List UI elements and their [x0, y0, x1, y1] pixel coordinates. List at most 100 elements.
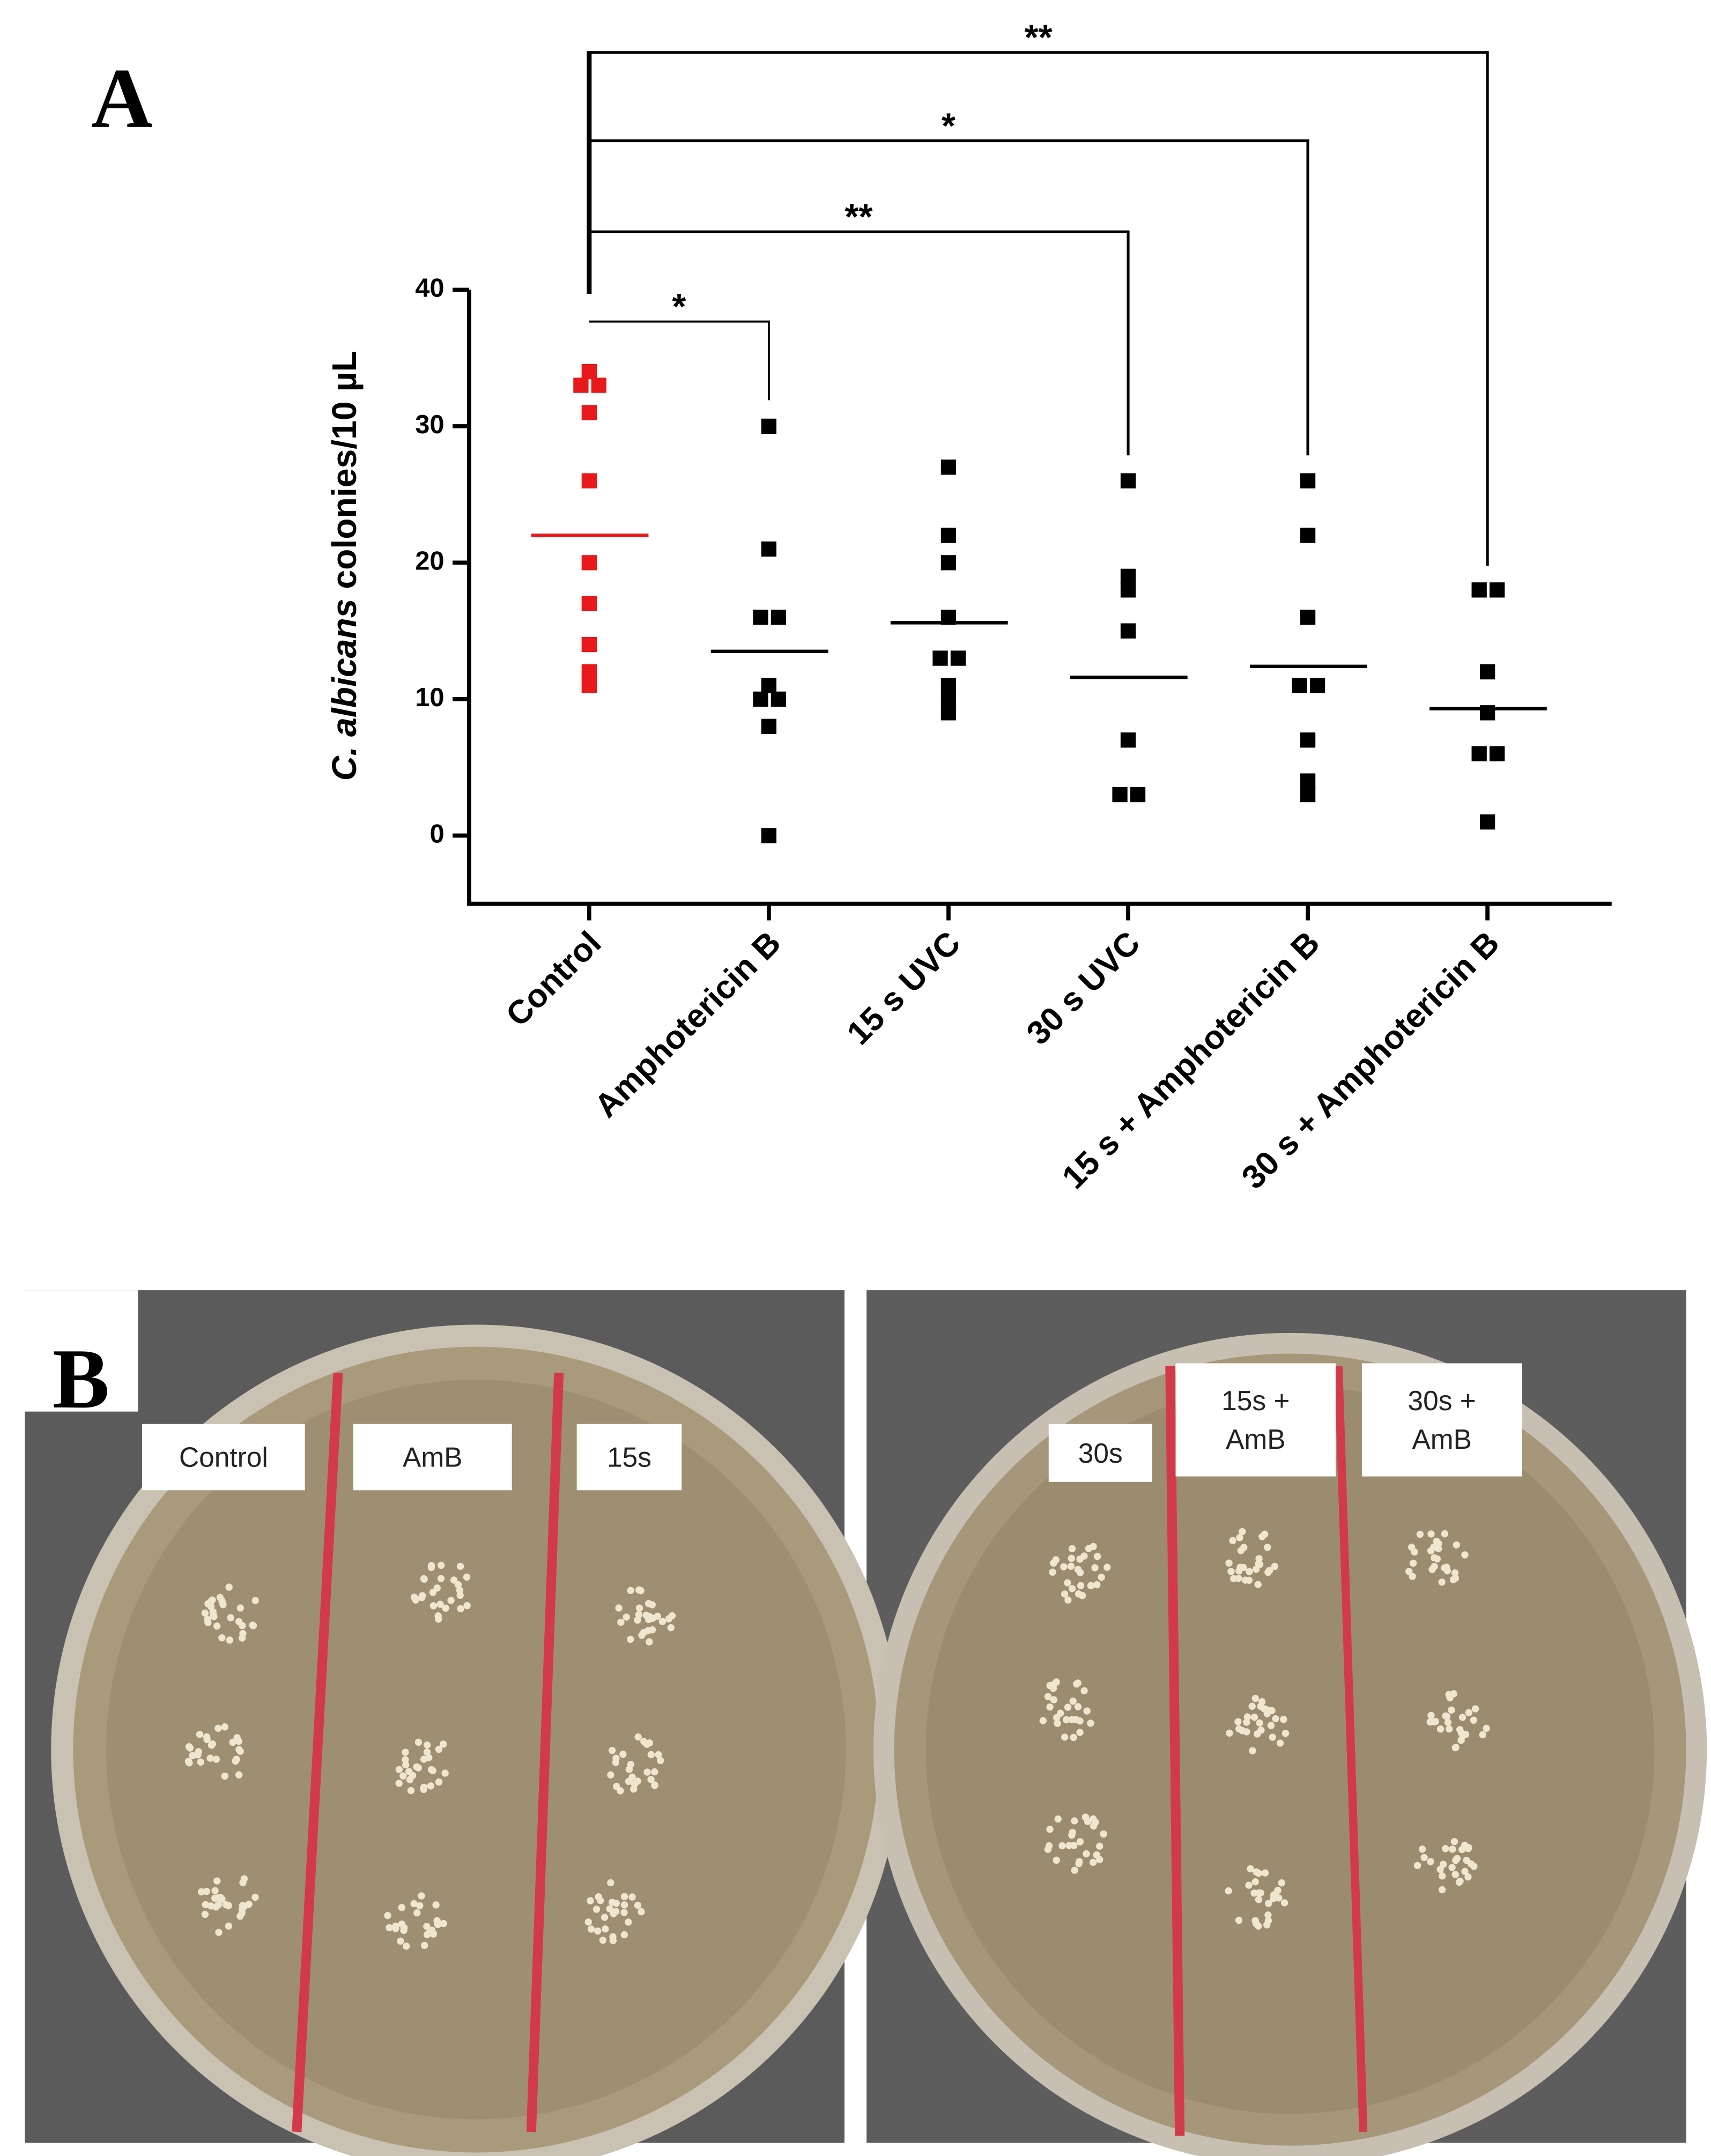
colony — [635, 1604, 643, 1612]
colony — [657, 1757, 664, 1765]
colony — [206, 1754, 214, 1762]
colony — [607, 1771, 614, 1779]
colony — [1243, 1718, 1250, 1726]
colony — [587, 1897, 594, 1905]
colony — [1269, 1733, 1276, 1741]
data-point — [940, 678, 957, 693]
colony — [1246, 1568, 1253, 1575]
colony — [214, 1901, 223, 1908]
colony — [1237, 1547, 1245, 1554]
colony — [1046, 1825, 1054, 1833]
colony — [1068, 1554, 1075, 1562]
colony — [413, 1909, 421, 1917]
colony — [1430, 1543, 1438, 1551]
colony — [635, 1611, 643, 1619]
colony — [215, 1929, 223, 1936]
colony — [1098, 1573, 1105, 1581]
colony — [1442, 1845, 1449, 1853]
colony — [627, 1761, 635, 1768]
divider-line — [292, 1373, 343, 2132]
y-tick-label: 30 — [415, 410, 444, 439]
colony — [1044, 1693, 1052, 1700]
data-point — [581, 678, 597, 693]
colony — [1076, 1717, 1084, 1725]
colony — [185, 1743, 193, 1751]
data-point — [591, 377, 607, 393]
data-point — [1130, 787, 1146, 803]
colony — [1451, 1569, 1459, 1577]
colony — [584, 1918, 592, 1926]
colony — [1090, 1822, 1098, 1830]
colony — [1239, 1528, 1246, 1536]
colony — [209, 1596, 216, 1604]
colony — [1411, 1548, 1418, 1556]
colony — [397, 1937, 404, 1945]
colony — [1239, 1727, 1246, 1735]
colony — [189, 1752, 196, 1759]
colony — [1071, 1866, 1078, 1874]
colony — [1257, 1702, 1264, 1710]
colony — [1064, 1579, 1071, 1587]
colony — [612, 1899, 620, 1907]
colony — [606, 1905, 613, 1913]
significance-bracket — [589, 139, 1309, 456]
data-point — [761, 541, 777, 557]
colony — [434, 1615, 442, 1623]
data-point — [1489, 582, 1505, 598]
colony — [214, 1724, 222, 1732]
colony — [427, 1782, 435, 1790]
colony — [651, 1781, 658, 1789]
colony — [634, 1616, 641, 1624]
colony — [607, 1879, 614, 1887]
colony — [1441, 1564, 1448, 1572]
colony — [212, 1755, 220, 1763]
colony — [441, 1769, 449, 1777]
colony — [1254, 1581, 1262, 1588]
colony — [1471, 1705, 1479, 1713]
y-axis-label-rest: colonies/10 µL — [325, 351, 364, 598]
colony — [634, 1777, 641, 1785]
colony — [235, 1771, 243, 1779]
data-point — [1292, 678, 1307, 693]
colony — [1445, 1691, 1453, 1699]
plate-label-box — [353, 1424, 512, 1491]
colony — [1087, 1720, 1094, 1727]
y-tick-label: 0 — [429, 819, 444, 848]
colony — [1050, 1696, 1058, 1703]
colony — [233, 1755, 240, 1763]
colony — [402, 1748, 409, 1756]
colony — [648, 1626, 656, 1634]
colony — [420, 1755, 428, 1763]
data-point — [1479, 814, 1495, 830]
colony — [204, 1619, 212, 1626]
colony — [239, 1879, 247, 1887]
y-axis-label: C. albicans colonies/10 µL — [325, 351, 364, 781]
colony — [1083, 1850, 1090, 1858]
data-point — [1471, 582, 1487, 598]
colony — [442, 1604, 449, 1612]
colony — [399, 1772, 407, 1780]
colony — [402, 1942, 410, 1950]
data-point — [581, 596, 597, 611]
colony — [1261, 1530, 1269, 1538]
colony — [1073, 1680, 1080, 1688]
x-tick-label: 30 s UVC — [1020, 924, 1147, 1052]
colony — [1272, 1715, 1279, 1723]
colony — [1255, 1560, 1262, 1567]
colony — [216, 1594, 224, 1601]
data-point — [940, 460, 957, 475]
colony — [1458, 1714, 1466, 1721]
colony — [229, 1738, 236, 1746]
colony — [630, 1785, 638, 1793]
y-tick-label: 10 — [415, 683, 444, 712]
colony — [1427, 1712, 1435, 1720]
colony — [1054, 1720, 1061, 1727]
colony — [1064, 1596, 1072, 1604]
plate-label: 30s — [1078, 1438, 1123, 1469]
y-tick-label: 40 — [415, 273, 444, 302]
data-point — [581, 364, 597, 380]
colony — [642, 1611, 650, 1619]
colony — [594, 1927, 602, 1935]
colony — [1256, 1719, 1263, 1727]
